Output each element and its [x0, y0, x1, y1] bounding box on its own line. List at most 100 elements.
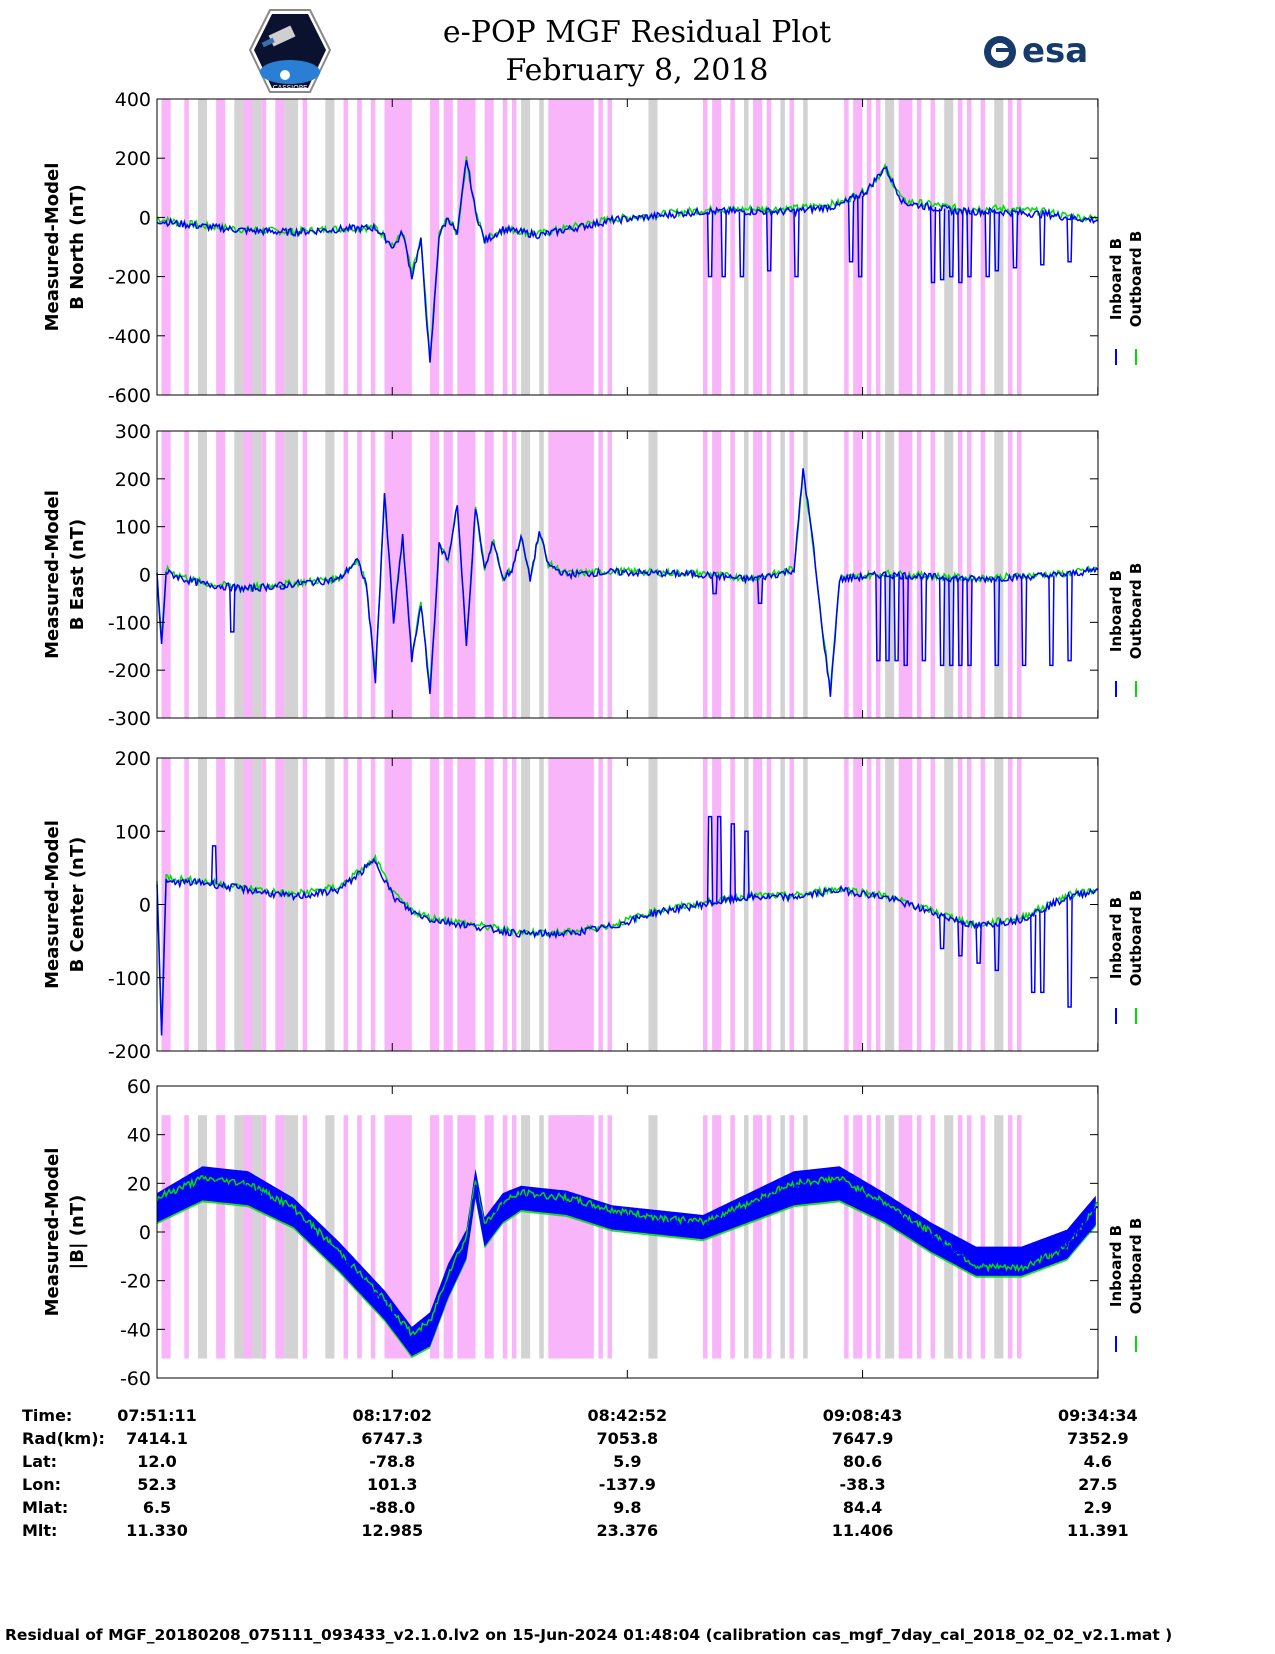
footer-caption: Residual of MGF_20180208_075111_093433_v…: [5, 1626, 1172, 1644]
magenta-band: [957, 431, 963, 718]
y-tick-label: 200: [115, 469, 151, 491]
table-cell: 12.0: [137, 1452, 176, 1471]
spike-mark: [948, 577, 955, 667]
magenta-band: [930, 758, 936, 1051]
table-cell: 11.330: [126, 1521, 188, 1540]
spike-mark: [957, 920, 964, 957]
y-tick-label: -300: [108, 708, 151, 730]
spike-mark: [993, 923, 1001, 972]
magenta-band: [370, 758, 376, 1051]
legend-outboard-label: Outboard B: [1127, 890, 1145, 987]
gray-band: [252, 431, 262, 718]
gray-band: [780, 99, 785, 395]
chart-panel-2: 300 200 100 0 -100 -200 -300 Measured-Model B Ea…: [42, 421, 1145, 730]
magenta-band: [343, 1115, 349, 1359]
magenta-band: [789, 1115, 795, 1359]
table-cell: 23.376: [596, 1521, 658, 1540]
magenta-band: [766, 1115, 772, 1359]
magenta-band: [898, 99, 913, 395]
magenta-band: [1007, 758, 1013, 1051]
chart-panel-1: 400 200 0 -200 -400 -600 Measured-Model B North…: [42, 89, 1145, 407]
legend-outboard-label: Outboard B: [1127, 1218, 1145, 1315]
spike-mark: [938, 577, 946, 667]
gray-band: [743, 1115, 749, 1359]
magenta-band: [430, 99, 440, 395]
magenta-band: [980, 758, 986, 1051]
table-cell: 07:51:11: [117, 1406, 197, 1425]
table-cell: 84.4: [843, 1498, 882, 1517]
gray-band: [197, 431, 208, 718]
y-tick-label: 0: [139, 207, 151, 229]
spike-mark: [957, 578, 964, 667]
table-cell: 101.3: [367, 1475, 418, 1494]
legend-outboard-label: Outboard B: [1127, 231, 1145, 328]
gray-band: [803, 431, 808, 718]
magenta-band: [484, 758, 494, 1051]
magenta-band: [302, 758, 308, 1051]
chart-panel-4: 60 40 20 0 -20 -40 -60 Measured-Model |B| (nT) In…: [42, 1076, 1145, 1390]
gray-band: [743, 758, 749, 1051]
gray-band: [539, 1115, 544, 1359]
magenta-band: [443, 1115, 453, 1359]
spike-mark: [1011, 212, 1019, 269]
table-cell: 4.6: [1084, 1452, 1112, 1471]
magenta-band: [370, 1115, 376, 1359]
spike-mark: [1020, 576, 1028, 667]
gray-band: [252, 758, 262, 1051]
spike-mark: [966, 211, 973, 278]
gray-band: [885, 1115, 895, 1359]
gray-band: [803, 99, 808, 395]
y-axis-label-line2: B East (nT): [67, 519, 88, 631]
magenta-band: [875, 758, 881, 1051]
magenta-band: [357, 99, 362, 395]
spike-mark: [975, 926, 982, 964]
spike-mark: [929, 206, 937, 284]
gray-band: [780, 758, 785, 1051]
table-cell: 09:08:43: [823, 1406, 903, 1425]
magenta-band: [511, 1115, 517, 1359]
esa-logo-text: esa: [1022, 31, 1088, 71]
gray-band: [284, 99, 299, 395]
magenta-band: [548, 99, 594, 395]
y-axis-label-line1: Measured-Model: [42, 820, 63, 989]
gray-band: [944, 758, 954, 1051]
gray-band: [648, 1115, 658, 1359]
spike-mark: [957, 211, 964, 284]
magenta-band: [502, 758, 508, 1051]
y-axis-label-line2: B Center (nT): [67, 837, 88, 973]
table-cell: 6747.3: [361, 1429, 423, 1448]
magenta-band: [753, 99, 763, 395]
magenta-band: [343, 99, 349, 395]
magenta-band: [844, 1115, 849, 1359]
magenta-band: [511, 758, 517, 1051]
magenta-band: [370, 99, 376, 395]
y-tick-label: -100: [108, 968, 151, 990]
magenta-band: [730, 1115, 735, 1359]
spike-mark: [706, 815, 714, 904]
spike-mark: [938, 914, 946, 950]
y-axis-label-line1: Measured-Model: [42, 163, 63, 332]
y-tick-label: -200: [108, 660, 151, 682]
table-cell: 7647.9: [832, 1429, 894, 1448]
magenta-band: [957, 99, 963, 395]
table-cell: 08:17:02: [352, 1406, 432, 1425]
magenta-band: [243, 431, 253, 718]
magenta-band: [457, 758, 476, 1051]
magenta-band: [1007, 99, 1013, 395]
legend-inboard-label: Inboard B: [1107, 570, 1125, 652]
magenta-band: [607, 99, 613, 395]
table-row-label: Mlat:: [22, 1498, 68, 1517]
y-tick-label: -60: [120, 1368, 151, 1390]
table-row-label: Time:: [22, 1406, 72, 1425]
magenta-band: [161, 99, 171, 395]
gray-band: [803, 758, 808, 1051]
gray-band: [648, 99, 658, 395]
magenta-band: [548, 1115, 594, 1359]
gray-band: [648, 431, 658, 718]
table-cell: 52.3: [137, 1475, 176, 1494]
y-tick-label: 60: [127, 1076, 151, 1098]
table-cell: 27.5: [1078, 1475, 1117, 1494]
gray-band: [994, 758, 1004, 1051]
magenta-band: [789, 431, 795, 718]
